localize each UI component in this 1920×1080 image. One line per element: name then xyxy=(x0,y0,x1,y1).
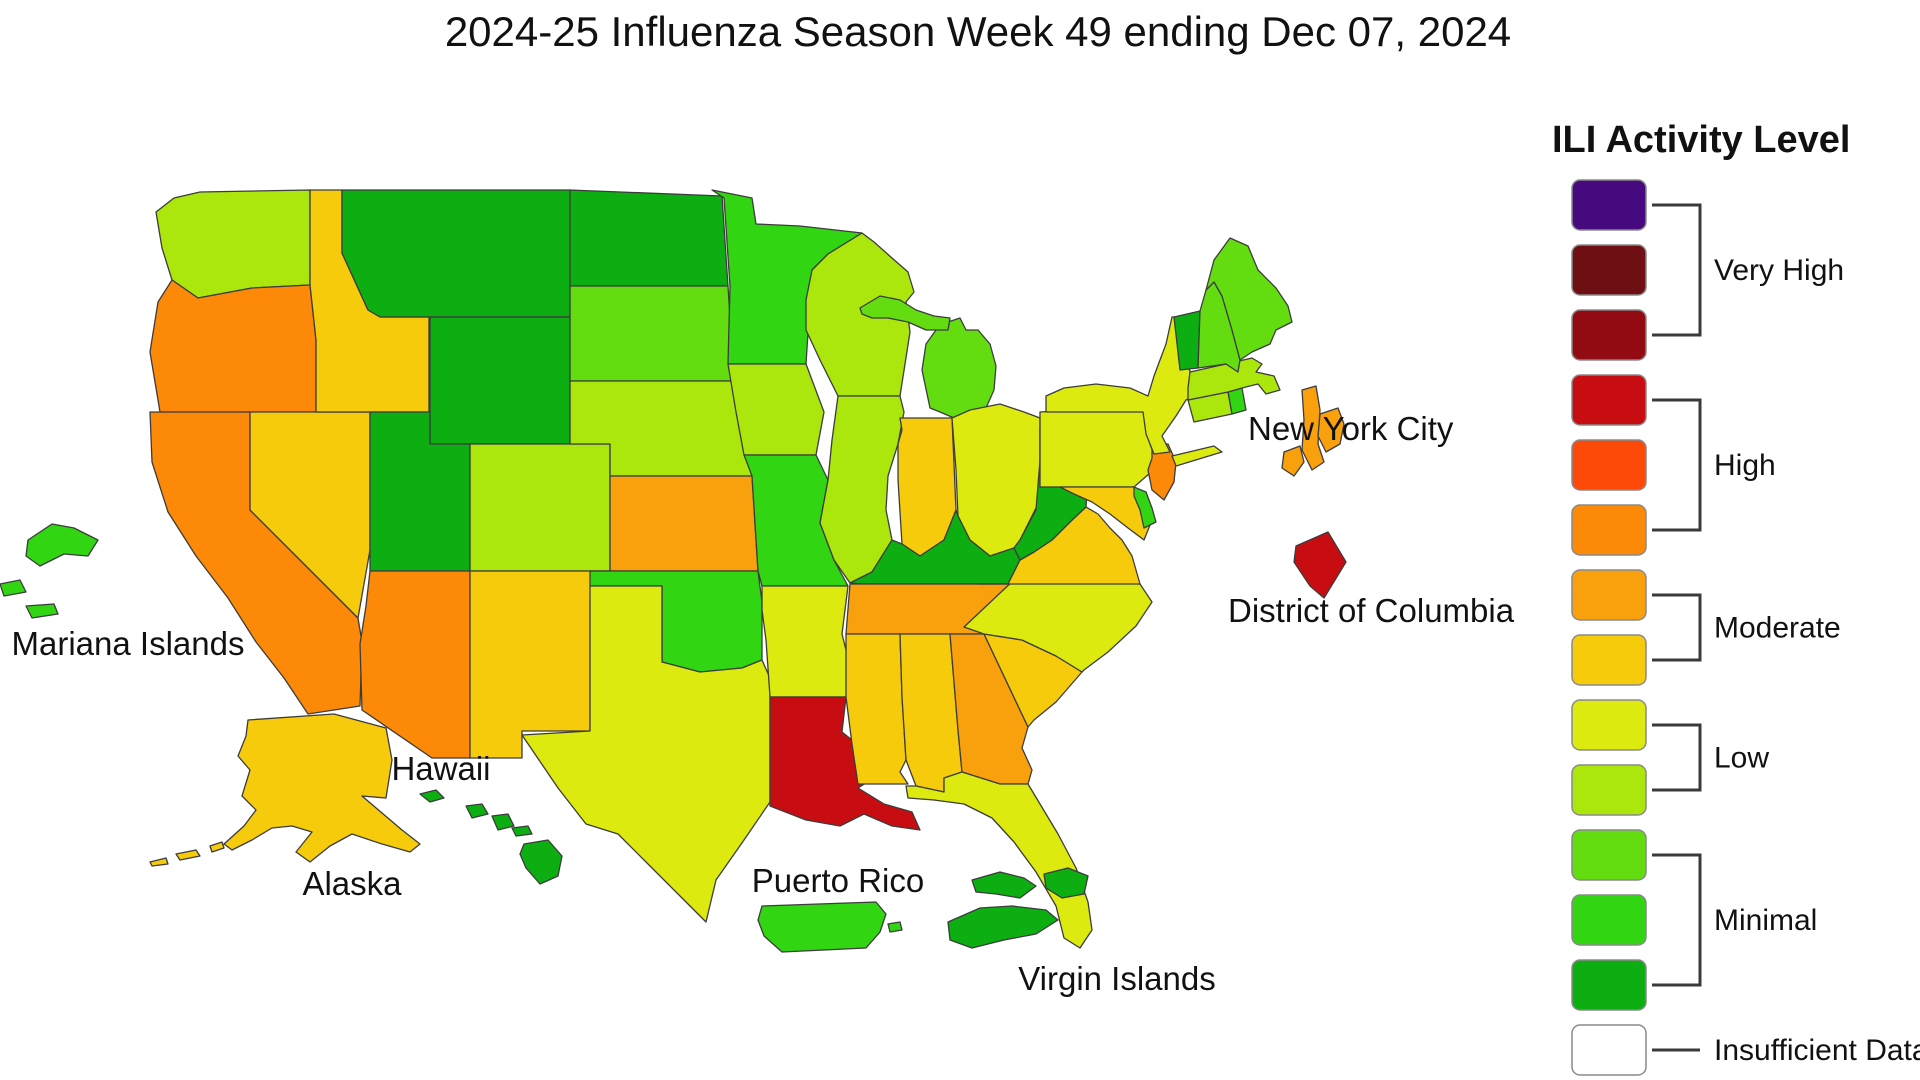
state-vi xyxy=(947,905,1059,949)
state-ms xyxy=(845,633,909,785)
state-or xyxy=(149,279,317,413)
legend-swatch-level-9 xyxy=(1571,439,1647,491)
legend-label-low: Low xyxy=(1714,742,1769,775)
legend-swatch-level-0 xyxy=(1571,1024,1647,1076)
label-hawaii: Hawaii xyxy=(391,750,490,787)
label-puerto-rico: Puerto Rico xyxy=(752,862,924,899)
legend-swatch-level-13 xyxy=(1571,179,1647,231)
legend-bracket-high xyxy=(1652,398,1702,532)
legend-swatch-level-7 xyxy=(1571,569,1647,621)
legend-swatch-level-11 xyxy=(1571,309,1647,361)
legend-label-high: High xyxy=(1714,449,1776,482)
label-alaska: Alaska xyxy=(302,865,402,902)
legend-bracket-minimal xyxy=(1652,853,1702,987)
state-de xyxy=(1133,486,1157,529)
state-hi xyxy=(491,813,515,831)
state-ny xyxy=(1045,316,1211,455)
legend-bracket-moderate xyxy=(1652,593,1702,662)
state-mt xyxy=(341,189,571,318)
state-nyc xyxy=(1301,385,1325,471)
legend-label-insufficient-data: Insufficient Data xyxy=(1714,1034,1920,1067)
state-ny xyxy=(1171,445,1223,467)
legend-swatch-level-12 xyxy=(1571,244,1647,296)
page-title: 2024-25 Influenza Season Week 49 ending … xyxy=(445,8,1511,55)
state-pa xyxy=(1039,403,1161,488)
legend-label-very-high: Very High xyxy=(1714,254,1844,287)
state-ak xyxy=(223,713,421,863)
legend-swatch-level-2 xyxy=(1571,894,1647,946)
state-nyc xyxy=(1281,445,1305,477)
state-hi xyxy=(419,789,445,803)
state-mo xyxy=(743,454,849,587)
legend-swatch-level-3 xyxy=(1571,829,1647,881)
state-hi xyxy=(519,839,563,885)
state-ak xyxy=(175,849,201,861)
state-tx xyxy=(521,585,771,923)
state-mp xyxy=(25,603,59,619)
state-hi xyxy=(465,803,489,819)
states-layer xyxy=(0,189,1347,953)
state-ia xyxy=(727,363,825,456)
state-mp xyxy=(0,579,27,597)
state-nc xyxy=(963,577,1153,673)
state-fl xyxy=(905,771,1093,949)
state-vi xyxy=(1043,867,1089,899)
state-pr xyxy=(757,901,887,953)
legend-label-moderate: Moderate xyxy=(1714,612,1841,645)
state-dc xyxy=(1293,531,1347,599)
legend-swatch-level-4 xyxy=(1571,764,1647,816)
state-co xyxy=(469,443,611,572)
state-sd xyxy=(569,285,735,382)
legend-swatch-level-8 xyxy=(1571,504,1647,556)
state-hi xyxy=(511,825,533,837)
state-ak xyxy=(209,841,225,853)
label-new-york-city: New York City xyxy=(1248,410,1454,447)
map-callouts: Mariana Islands Hawaii Alaska Puerto Rico Vi… xyxy=(12,410,1515,997)
legend-title: ILI Activity Level xyxy=(1552,119,1850,161)
state-wa xyxy=(155,189,311,299)
label-mariana-islands: Mariana Islands xyxy=(12,625,245,662)
legend-swatch-level-10 xyxy=(1571,374,1647,426)
state-nj xyxy=(1147,443,1177,501)
state-mi xyxy=(859,295,951,331)
state-pr xyxy=(887,921,903,933)
state-ks xyxy=(609,475,759,572)
state-mi xyxy=(921,317,997,419)
state-vi xyxy=(971,871,1037,899)
state-ar xyxy=(761,585,851,698)
state-mp xyxy=(25,523,99,567)
legend-swatch-level-6 xyxy=(1571,634,1647,686)
label-district-of-columbia: District of Columbia xyxy=(1228,592,1515,629)
legend-swatch-level-1 xyxy=(1571,959,1647,1011)
state-nm xyxy=(469,570,611,759)
legend-bracket-very-high xyxy=(1652,203,1702,337)
state-nyc xyxy=(1317,407,1345,453)
legend-label-minimal: Minimal xyxy=(1714,904,1817,937)
legend: Very High High Moderate Low Minimal Insuffici… xyxy=(1571,179,1920,1076)
state-nd xyxy=(569,189,729,287)
legend-swatch-level-5 xyxy=(1571,699,1647,751)
legend-bracket-low xyxy=(1652,723,1702,792)
label-virgin-islands: Virgin Islands xyxy=(1018,960,1216,997)
state-me xyxy=(1205,237,1293,361)
state-ak xyxy=(149,857,169,867)
state-wi xyxy=(805,232,915,397)
state-wy xyxy=(429,316,571,445)
